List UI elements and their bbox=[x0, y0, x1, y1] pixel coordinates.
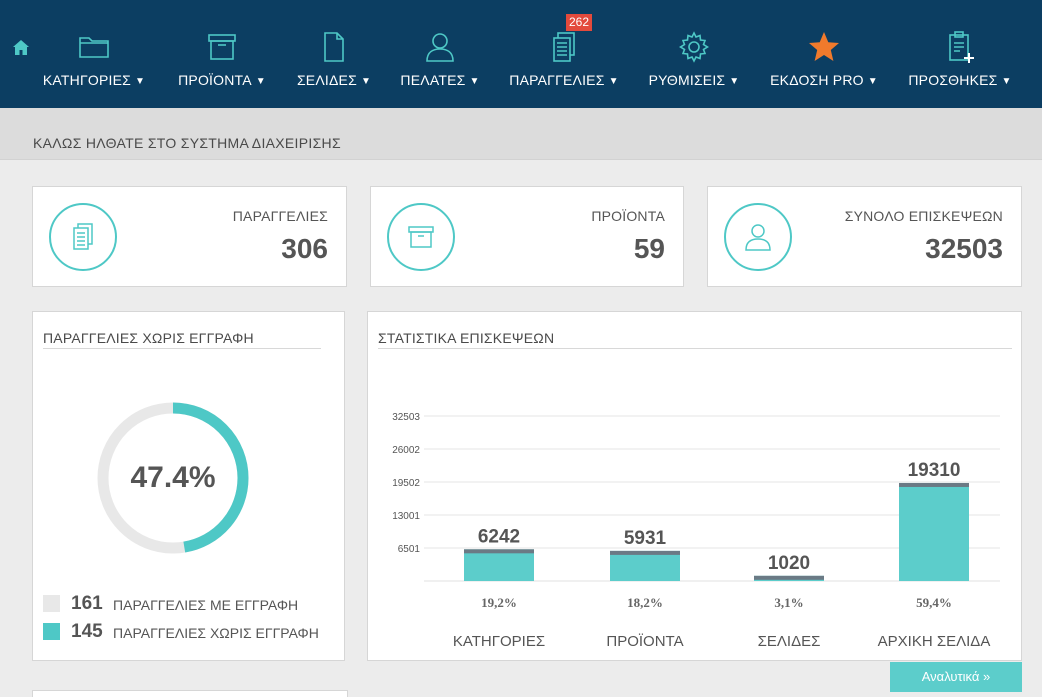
next-panel bbox=[32, 690, 348, 697]
y-tick-label: 26002 bbox=[392, 445, 420, 456]
chart-bar-cap bbox=[899, 482, 969, 487]
nav-item-orders[interactable]: 262 ΠΑΡΑΓΓΕΛΙΕΣ ▼ bbox=[500, 0, 628, 108]
chart-bar bbox=[899, 482, 969, 581]
stat-icon-circle bbox=[387, 203, 455, 271]
x-category-label: ΣΕΛΙΔΕΣ bbox=[758, 633, 821, 650]
bar-percent-label: 59,4% bbox=[916, 595, 952, 610]
guest-orders-donut: 47.4% bbox=[91, 396, 255, 560]
nav-item-customers[interactable]: ΠΕΛΑΤΕΣ ▼ bbox=[388, 0, 492, 108]
legend-count: 161 bbox=[71, 593, 103, 614]
nav-label: ΕΚΔΟΣΗ PRO bbox=[770, 72, 864, 88]
chevron-down-icon: ▼ bbox=[469, 76, 480, 87]
archive-box-icon bbox=[408, 226, 434, 248]
donut-percent: 47.4% bbox=[130, 461, 216, 494]
legend-label: ΠΑΡΑΓΓΕΛΙΕΣ ΧΩΡΙΣ ΕΓΓΡΑΦΗ bbox=[113, 625, 319, 641]
user-icon bbox=[745, 224, 771, 251]
nav-label: ΣΕΛΙΔΕΣ bbox=[296, 72, 357, 88]
chevron-down-icon: ▼ bbox=[360, 76, 372, 87]
stat-card-orders[interactable]: ΠΑΡΑΓΓΕΛΙΕΣ 306 bbox=[32, 186, 347, 287]
chart-bar bbox=[610, 550, 680, 581]
nav-label: ΠΡΟΪΟΝΤΑ bbox=[178, 72, 252, 88]
y-tick-label: 32503 bbox=[392, 412, 420, 423]
panel-title: ΠΑΡΑΓΓΕΛΙΕΣ ΧΩΡΙΣ ΕΓΓΡΑΦΗ bbox=[43, 330, 254, 346]
chart-bar-cap bbox=[464, 549, 534, 554]
y-tick-label: 19502 bbox=[392, 478, 420, 489]
stat-value: 306 bbox=[281, 233, 328, 264]
x-category-label: ΚΑΤΗΓΟΡΙΕΣ bbox=[453, 633, 545, 650]
nav-item-addons[interactable]: ΠΡΟΣΘΗΚΕΣ ▼ bbox=[898, 0, 1022, 108]
nav-label: ΠΕΛΑΤΕΣ bbox=[400, 72, 466, 88]
nav-item-pages[interactable]: ΣΕΛΙΔΕΣ ▼ bbox=[288, 0, 380, 108]
nav-label: ΠΑΡΑΓΓΕΛΙΕΣ bbox=[509, 72, 605, 88]
nav-label: ΠΡΟΣΘΗΚΕΣ bbox=[908, 72, 998, 88]
details-button[interactable]: Αναλυτικά » bbox=[890, 662, 1022, 692]
page-title: ΚΑΛΩΣ ΗΛΘΑΤΕ ΣΤΟ ΣΥΣΤΗΜΑ ΔΙΑΧΕΙΡΙΣΗΣ bbox=[33, 135, 341, 151]
nav-item-settings[interactable]: ΡΥΘΜΙΣΕΙΣ ▼ bbox=[640, 0, 748, 108]
visits-bar-chart: 6501 13001 19502 26002 32503 6242 19,2% ΚΑΤΗΓΟΡ… bbox=[392, 412, 1000, 650]
stat-label: ΠΑΡΑΓΓΕΛΙΕΣ bbox=[232, 208, 328, 224]
orders-icon bbox=[73, 223, 93, 250]
bar-value-label: 19310 bbox=[908, 460, 961, 481]
stat-card-products[interactable]: ΠΡΟΪΟΝΤΑ 59 bbox=[370, 186, 684, 287]
bar-percent-label: 19,2% bbox=[481, 595, 517, 610]
chart-bar-cap bbox=[610, 550, 680, 555]
legend-label: ΠΑΡΑΓΓΕΛΙΕΣ ΜΕ ΕΓΓΡΑΦΗ bbox=[113, 597, 299, 613]
orders-count-badge: 262 bbox=[566, 14, 593, 31]
nav-label: ΡΥΘΜΙΣΕΙΣ bbox=[648, 72, 726, 88]
chevron-down-icon: ▼ bbox=[1001, 76, 1012, 87]
legend-swatch bbox=[43, 623, 60, 640]
bar-percent-label: 18,2% bbox=[627, 595, 663, 610]
nav-item-products[interactable]: ΠΡΟΪΟΝΤΑ ▼ bbox=[164, 0, 280, 108]
donut-arc-guest bbox=[97, 402, 249, 554]
bar-value-label: 5931 bbox=[624, 528, 667, 549]
stat-card-visits[interactable]: ΣΥΝΟΛΟ ΕΠΙΣΚΕΨΕΩΝ 32503 bbox=[707, 186, 1022, 287]
stat-label: ΣΥΝΟΛΟ ΕΠΙΣΚΕΨΕΩΝ bbox=[844, 208, 1003, 224]
y-tick-label: 6501 bbox=[398, 544, 421, 555]
chevron-down-icon: ▼ bbox=[135, 76, 146, 87]
home-icon[interactable] bbox=[11, 38, 31, 58]
archive-box-icon bbox=[208, 34, 236, 60]
user-icon bbox=[426, 33, 454, 62]
panel-divider bbox=[378, 348, 1012, 349]
panel-title: ΣΤΑΤΙΣΤΙΚΑ ΕΠΙΣΚΕΨΕΩΝ bbox=[378, 330, 555, 346]
bar-value-label: 1020 bbox=[768, 553, 810, 574]
stat-value: 32503 bbox=[925, 233, 1003, 264]
chevron-down-icon: ▼ bbox=[729, 76, 740, 87]
clipboard-add-icon bbox=[949, 31, 974, 63]
visits-stats-panel: ΣΤΑΤΙΣΤΙΚΑ ΕΠΙΣΚΕΨΕΩΝ 6501 13001 19502 2600… bbox=[367, 311, 1022, 661]
stat-icon-circle bbox=[49, 203, 117, 271]
bar-value-label: 6242 bbox=[478, 526, 520, 547]
gear-icon bbox=[678, 31, 710, 63]
stat-value: 59 bbox=[633, 233, 665, 264]
bar-percent-label: 3,1% bbox=[774, 595, 803, 610]
page-title-bar: ΚΑΛΩΣ ΗΛΘΑΤΕ ΣΤΟ ΣΥΣΤΗΜΑ ΔΙΑΧΕΙΡΙΣΗΣ bbox=[0, 108, 1042, 160]
panel-divider bbox=[43, 348, 321, 349]
stat-icon-circle bbox=[724, 203, 792, 271]
chevron-down-icon: ▼ bbox=[867, 76, 878, 87]
legend-count: 145 bbox=[71, 621, 103, 642]
chevron-down-icon: ▼ bbox=[255, 76, 266, 87]
donut-chart bbox=[97, 402, 249, 554]
chart-bar-cap bbox=[754, 575, 824, 580]
guest-orders-panel: ΠΑΡΑΓΓΕΛΙΕΣ ΧΩΡΙΣ ΕΓΓΡΑΦΗ 47.4% 161 ΠΑΡΑ… bbox=[32, 311, 345, 661]
nav-label: ΚΑΤΗΓΟΡΙΕΣ bbox=[42, 72, 131, 88]
top-navigation: ΚΑΤΗΓΟΡΙΕΣ ▼ ΠΡΟΪΟΝΤΑ ▼ ΣΕΛΙΔΕΣ ▼ ΠΕΛΑΤΕΣ ▼ … bbox=[0, 0, 1042, 108]
nav-item-categories[interactable]: ΚΑΤΗΓΟΡΙΕΣ ▼ bbox=[36, 0, 152, 108]
orders-icon bbox=[553, 32, 575, 62]
x-category-label: ΠΡΟΪΟΝΤΑ bbox=[606, 633, 683, 650]
chart-bar bbox=[464, 549, 534, 581]
chevron-down-icon: ▼ bbox=[608, 76, 619, 87]
legend-swatch bbox=[43, 595, 60, 612]
star-icon bbox=[809, 32, 839, 61]
stat-label: ΠΡΟΪΟΝΤΑ bbox=[591, 208, 665, 224]
x-category-label: ΑΡΧΙΚΗ ΣΕΛΙΔΑ bbox=[878, 633, 991, 650]
page-icon bbox=[324, 32, 344, 62]
nav-item-pro-edition[interactable]: ΕΚΔΟΣΗ PRO ▼ bbox=[758, 0, 890, 108]
folder-icon bbox=[79, 37, 109, 58]
y-tick-label: 13001 bbox=[392, 511, 420, 522]
